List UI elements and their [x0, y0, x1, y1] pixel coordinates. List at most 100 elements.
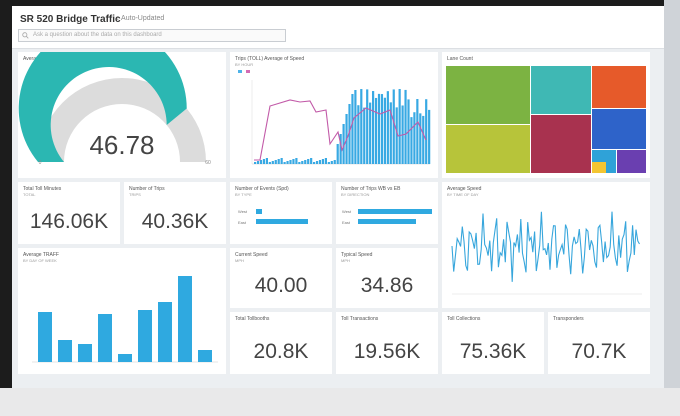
screen-bezel-right	[664, 0, 680, 416]
combo-bar	[292, 159, 295, 164]
tile-typical-speed[interactable]: Typical Speed MPH 34.86	[336, 248, 438, 308]
combo-bar	[313, 162, 316, 164]
column-bar	[38, 312, 52, 362]
qa-placeholder: Ask a question about the data on this da…	[33, 32, 162, 38]
combo-bar	[366, 89, 369, 164]
tile-title: Toll Collections	[447, 316, 481, 322]
column-chart	[32, 276, 218, 363]
tile-trips-by-direction[interactable]: Number of Trips WB vs EB BY DIRECTION We…	[336, 182, 438, 244]
kpi-value: 20.8K	[253, 340, 309, 363]
combo-bar	[310, 158, 313, 164]
bar-label: West	[238, 209, 248, 214]
kpi-value: 19.56K	[353, 340, 421, 363]
treemap-cell-maroon	[531, 115, 591, 173]
combo-bar	[321, 159, 325, 164]
combo-bar	[271, 161, 274, 164]
tile-total-toll-minutes[interactable]: Total Toll Minutes TOTAL 146.06K	[18, 182, 120, 244]
tile-traffic-by-day[interactable]: Average TRAFF BY DAY OF WEEK	[18, 248, 226, 374]
hbar-bar	[256, 219, 308, 224]
treemap-cell-green	[446, 66, 530, 124]
tile-subtitle: TOTAL	[23, 192, 36, 197]
combo-bar	[301, 161, 304, 164]
tile-transponders[interactable]: Transponders 70.7K	[548, 312, 650, 374]
qa-input[interactable]: Ask a question about the data on this da…	[18, 29, 286, 42]
tile-lane-treemap[interactable]: Lane Count	[442, 52, 650, 178]
combo-chart	[238, 70, 431, 165]
tile-number-of-trips[interactable]: Number of Trips TRIPS 40.36K	[124, 182, 226, 244]
tile-average-speed-gauge[interactable]: Average Speed 0 60 46.78	[18, 52, 226, 178]
bar-label: East	[238, 220, 247, 225]
combo-bar	[377, 93, 381, 164]
tile-subtitle: BY DAY OF WEEK	[23, 258, 57, 263]
combo-bar	[363, 107, 366, 164]
combo-bar	[256, 161, 260, 164]
tile-subtitle: MPH	[341, 258, 350, 263]
column-bar	[78, 344, 92, 362]
combo-bar	[254, 162, 257, 164]
tile-toll-collections[interactable]: Toll Collections 75.36K	[442, 312, 544, 374]
tile-trips-by-hour[interactable]: Trips (TOLL) Average of Speed BY HOUR	[230, 52, 438, 178]
combo-bar	[380, 94, 384, 164]
tile-total-tollbooths[interactable]: Total Tollbooths 20.8K	[230, 312, 332, 374]
combo-bar	[283, 162, 286, 164]
hbar-chart: West East	[342, 209, 432, 225]
tile-title: Number of Trips WB vs EB	[341, 186, 401, 192]
bar-label: East	[342, 220, 351, 225]
bar-label: West	[342, 209, 352, 214]
tile-subtitle: MPH	[235, 258, 244, 263]
combo-bar	[274, 160, 277, 164]
combo-bar	[324, 158, 327, 164]
combo-bar	[425, 99, 428, 164]
tile-events-by-type[interactable]: Number of Events (Spd) BY TYPE West East	[230, 182, 332, 244]
tile-title: Transponders	[553, 316, 584, 322]
speed-line	[254, 99, 427, 161]
combo-bar	[333, 160, 336, 164]
gauge-value: 46.78	[89, 130, 155, 160]
tile-subtitle: BY TYPE	[235, 192, 252, 197]
gauge-chart: 0 60	[18, 52, 211, 166]
combo-bar	[307, 159, 310, 164]
combo-bar	[416, 99, 419, 164]
tile-title: Number of Events (Spd)	[235, 186, 289, 192]
combo-bar	[298, 162, 301, 164]
combo-bar	[336, 144, 339, 164]
tile-title: Total Tollbooths	[235, 316, 270, 322]
treemap-cell-olive	[446, 125, 530, 173]
tile-title: Current Speed	[235, 252, 268, 258]
gauge-max-label: 60	[205, 160, 211, 166]
combo-bar	[315, 161, 319, 164]
kpi-value: 70.7K	[571, 340, 627, 363]
tile-title: Total Toll Minutes	[23, 186, 62, 192]
combo-bar	[304, 160, 307, 164]
combo-bar	[259, 160, 263, 164]
tile-title: Average Speed	[447, 186, 482, 192]
screen-bezel-bottom	[0, 388, 680, 416]
column-bar	[58, 340, 72, 362]
combo-bar	[372, 91, 375, 164]
dashboard-header: SR 520 Bridge Traffic ↓ Auto-Updated Ask…	[12, 6, 664, 49]
dashboard-window: SR 520 Bridge Traffic ↓ Auto-Updated Ask…	[12, 6, 664, 388]
tile-current-speed[interactable]: Current Speed MPH 40.00	[230, 248, 332, 308]
combo-bar	[392, 89, 395, 164]
combo-bar	[422, 115, 425, 164]
gauge-min-label: 0	[39, 160, 42, 166]
combo-bar	[404, 89, 407, 164]
legend-swatch-trips	[238, 70, 242, 73]
column-bar	[98, 314, 112, 362]
hbar-bar	[358, 219, 416, 224]
combo-bar	[318, 160, 322, 164]
tile-toll-transactions[interactable]: Toll Transactions 19.56K	[336, 312, 438, 374]
combo-bar	[360, 89, 363, 164]
combo-bar	[386, 91, 389, 164]
kpi-value: 75.36K	[459, 340, 527, 363]
tile-speed-sparkline[interactable]: Average Speed BY TIME OF DAY	[442, 182, 650, 308]
tile-subtitle: BY DIRECTION	[341, 192, 370, 197]
combo-bar	[419, 113, 422, 164]
combo-bar	[369, 102, 372, 164]
combo-bar	[395, 107, 398, 164]
combo-bar	[428, 109, 431, 164]
treemap-chart	[446, 66, 646, 173]
combo-bar	[351, 94, 354, 164]
hbar-bar	[358, 209, 432, 214]
auto-updated-label: ↓ Auto-Updated	[116, 15, 165, 22]
